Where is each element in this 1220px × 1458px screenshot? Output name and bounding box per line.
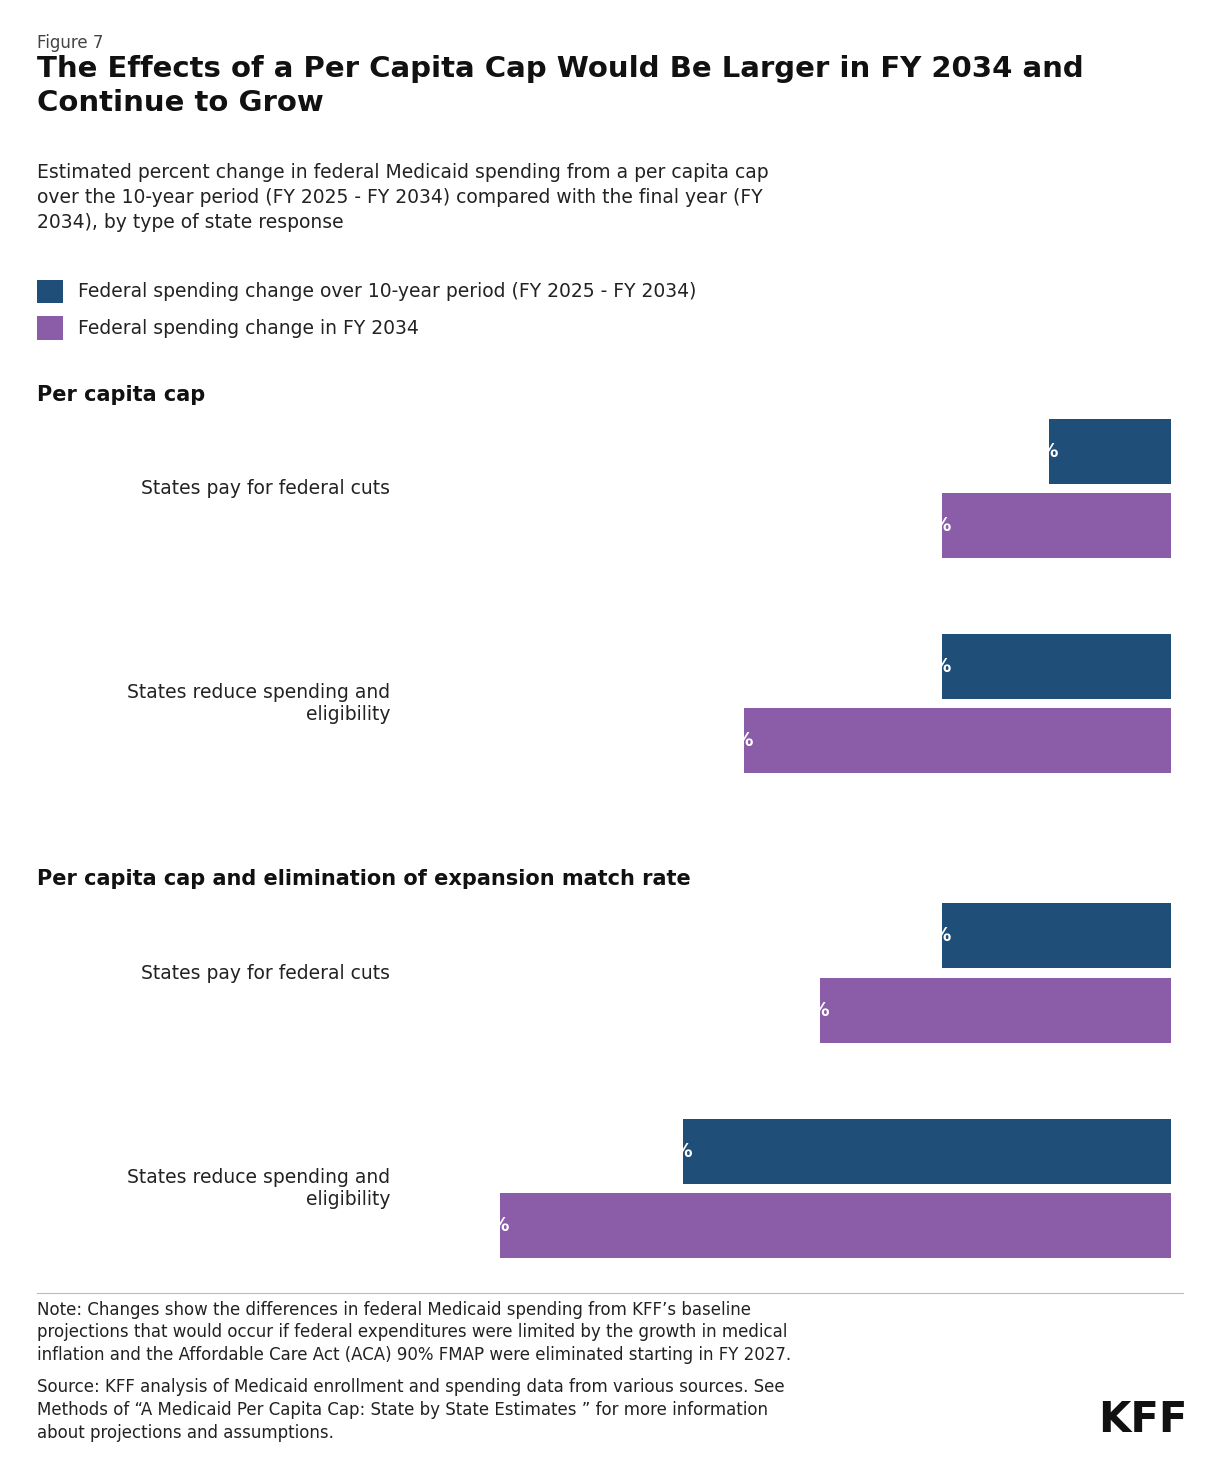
Text: −15%: −15% [892,516,952,535]
Text: Federal spending change over 10-year period (FY 2025 - FY 2034): Federal spending change over 10-year per… [78,281,697,302]
Text: Note: Changes show the differences in federal Medicaid spending from KFF’s basel: Note: Changes show the differences in fe… [37,1301,791,1365]
Text: −28%: −28% [693,732,754,751]
Bar [683,1118,1171,1184]
Text: States pay for federal cuts: States pay for federal cuts [142,964,390,983]
Text: −15%: −15% [892,926,952,945]
Bar [820,977,1171,1042]
Text: The Effects of a Per Capita Cap Would Be Larger in FY 2034 and
Continue to Grow: The Effects of a Per Capita Cap Would Be… [37,55,1083,117]
Text: −8%: −8% [1011,442,1059,461]
Bar [943,904,1171,968]
Text: States reduce spending and
eligibility: States reduce spending and eligibility [127,1168,390,1209]
Bar [943,634,1171,700]
Text: States pay for federal cuts: States pay for federal cuts [142,480,390,499]
Text: Per capita cap and elimination of expansion match rate: Per capita cap and elimination of expans… [37,869,691,889]
Text: −23%: −23% [769,1000,830,1019]
Text: Figure 7: Figure 7 [37,34,102,51]
Bar [500,1193,1171,1258]
Text: Per capita cap: Per capita cap [37,385,205,404]
Text: States reduce spending and
eligibility: States reduce spending and eligibility [127,684,390,725]
Text: Source: KFF analysis of Medicaid enrollment and spending data from various sourc: Source: KFF analysis of Medicaid enrollm… [37,1378,784,1442]
Text: Estimated percent change in federal Medicaid spending from a per capita cap
over: Estimated percent change in federal Medi… [37,163,769,232]
Text: KFF: KFF [1098,1398,1187,1441]
Bar [744,709,1171,773]
Text: −44%: −44% [449,1216,510,1235]
Bar [943,493,1171,558]
Text: −15%: −15% [892,658,952,677]
Text: Federal spending change in FY 2034: Federal spending change in FY 2034 [78,318,418,338]
Bar [1049,418,1171,484]
Text: −32%: −32% [632,1142,693,1161]
